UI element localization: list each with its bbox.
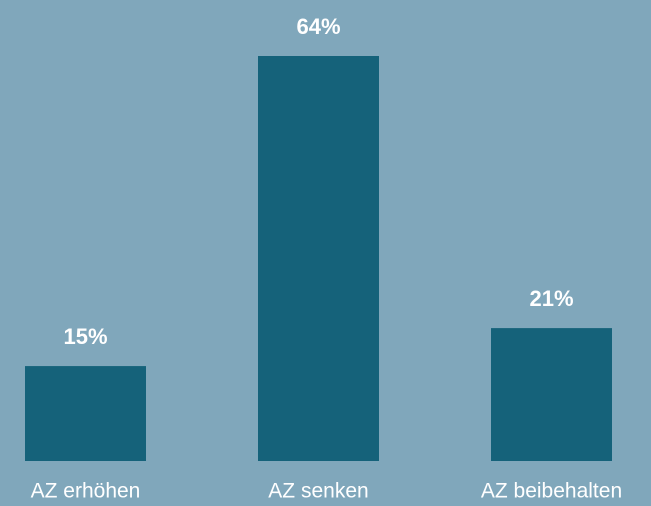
bar [491, 328, 612, 461]
bar [258, 56, 379, 461]
value-label: 21% [529, 286, 573, 311]
x-tick-label: AZ beibehalten [481, 480, 622, 503]
value-label: 15% [63, 324, 107, 349]
x-tick-label: AZ erhöhen [31, 480, 141, 503]
x-tick-label: AZ senken [268, 480, 368, 503]
bar [25, 366, 146, 461]
value-label: 64% [296, 14, 340, 39]
